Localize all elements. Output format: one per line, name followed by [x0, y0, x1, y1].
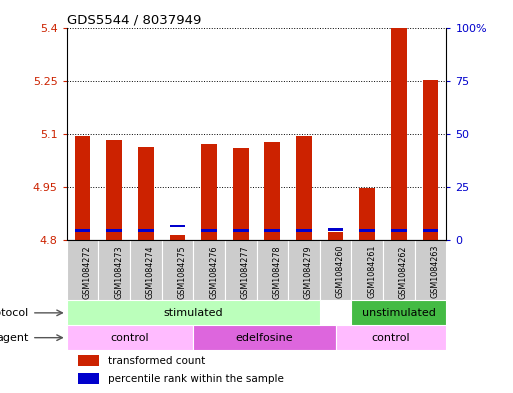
Text: GSM1084278: GSM1084278	[272, 245, 281, 299]
Bar	[162, 240, 193, 301]
Bar	[78, 355, 99, 365]
Text: transformed count: transformed count	[108, 356, 206, 366]
Bar	[193, 325, 336, 350]
Bar	[383, 240, 415, 301]
Bar	[351, 240, 383, 301]
Bar	[138, 229, 154, 232]
Bar	[130, 240, 162, 301]
Bar	[169, 224, 185, 228]
Text: GSM1084276: GSM1084276	[209, 245, 218, 299]
Text: GSM1084260: GSM1084260	[336, 245, 345, 298]
Text: GDS5544 / 8037949: GDS5544 / 8037949	[67, 13, 201, 26]
Text: GSM1084263: GSM1084263	[430, 245, 440, 298]
Text: unstimulated: unstimulated	[362, 308, 436, 318]
Text: control: control	[371, 332, 410, 343]
Bar	[391, 229, 407, 232]
Text: agent: agent	[0, 332, 29, 343]
Text: percentile rank within the sample: percentile rank within the sample	[108, 374, 284, 384]
Bar	[391, 28, 407, 240]
Bar	[67, 240, 98, 301]
Bar	[233, 148, 249, 240]
Bar	[296, 136, 312, 240]
Text: GSM1084274: GSM1084274	[146, 245, 155, 299]
Text: GSM1084273: GSM1084273	[114, 245, 123, 299]
Bar	[264, 229, 280, 232]
Text: GSM1084262: GSM1084262	[399, 245, 408, 299]
Bar	[98, 240, 130, 301]
Text: control: control	[111, 332, 149, 343]
Bar	[67, 325, 193, 350]
Bar	[78, 373, 99, 384]
Bar	[74, 136, 90, 240]
Bar	[351, 301, 446, 325]
Bar	[106, 140, 122, 240]
Bar	[201, 229, 217, 232]
Text: GSM1084261: GSM1084261	[367, 245, 376, 298]
Bar	[359, 229, 375, 232]
Bar	[225, 240, 256, 301]
Bar	[233, 229, 249, 232]
Bar	[169, 235, 185, 240]
Bar	[67, 301, 320, 325]
Bar	[320, 240, 351, 301]
Bar	[359, 188, 375, 240]
Bar	[264, 141, 280, 240]
Bar	[423, 80, 439, 240]
Bar	[193, 240, 225, 301]
Bar	[288, 240, 320, 301]
Bar	[201, 145, 217, 240]
Text: protocol: protocol	[0, 308, 29, 318]
Bar	[336, 325, 446, 350]
Text: GSM1084277: GSM1084277	[241, 245, 250, 299]
Bar	[328, 232, 344, 240]
Bar	[106, 229, 122, 232]
Text: edelfosine: edelfosine	[235, 332, 293, 343]
Bar	[296, 229, 312, 232]
Text: GSM1084272: GSM1084272	[83, 245, 91, 299]
Text: GSM1084279: GSM1084279	[304, 245, 313, 299]
Bar	[256, 240, 288, 301]
Bar	[415, 240, 446, 301]
Text: stimulated: stimulated	[164, 308, 223, 318]
Text: GSM1084275: GSM1084275	[177, 245, 186, 299]
Bar	[328, 228, 344, 231]
Bar	[74, 229, 90, 232]
Bar	[138, 147, 154, 240]
Bar	[423, 229, 439, 232]
